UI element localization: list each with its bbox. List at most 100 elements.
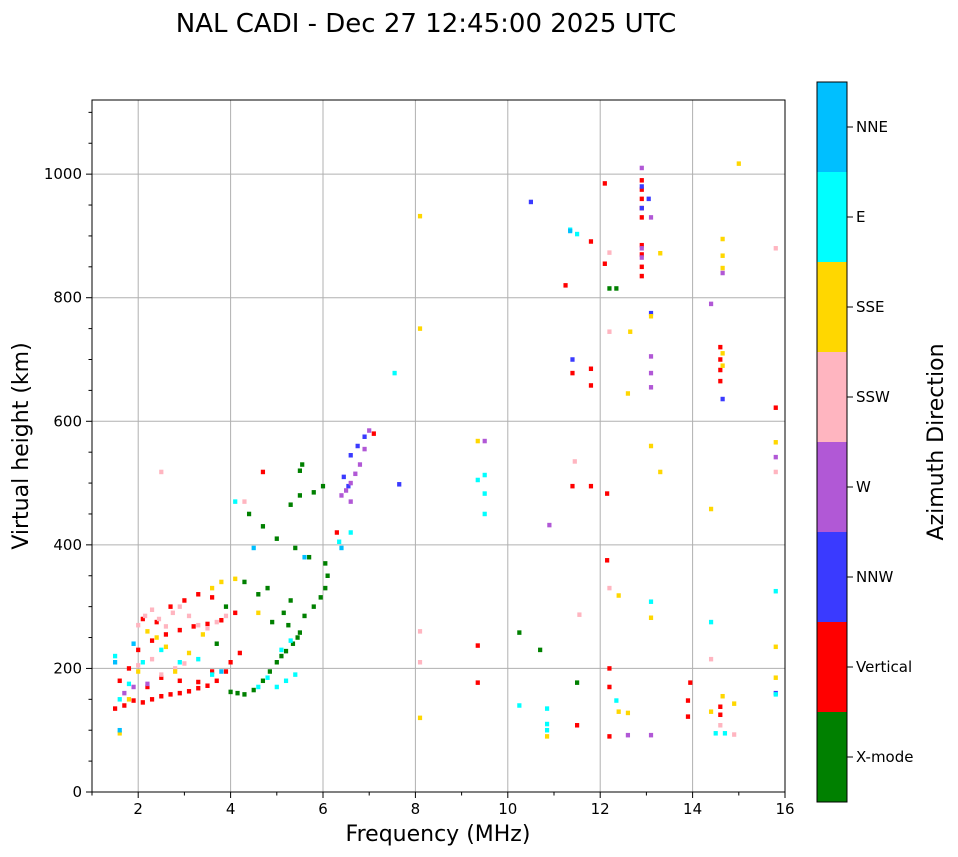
data-point	[639, 242, 644, 248]
data-point	[113, 653, 118, 659]
data-point	[607, 329, 612, 334]
colorbar-border	[816, 81, 848, 803]
data-point	[149, 697, 155, 702]
data-point	[720, 396, 725, 402]
data-point	[210, 672, 215, 677]
data-point	[186, 689, 192, 694]
data-point	[720, 363, 725, 368]
data-point	[371, 431, 376, 436]
data-point	[639, 252, 644, 257]
x-axis: 2 4 6 8 10 12 14 16	[91, 792, 795, 818]
data-point	[242, 579, 247, 585]
data-point	[482, 438, 487, 444]
data-point	[205, 683, 210, 688]
data-point	[265, 585, 270, 591]
data-point	[357, 462, 363, 467]
data-point	[718, 378, 723, 384]
data-point	[126, 681, 132, 687]
data-point	[648, 599, 654, 604]
data-point	[140, 660, 145, 665]
data-point	[163, 644, 169, 650]
colorbar-tick-label: X-mode	[856, 748, 913, 766]
data-point	[196, 685, 201, 691]
colorbar-segment	[817, 172, 847, 262]
data-point	[186, 613, 192, 619]
data-point	[646, 196, 651, 202]
x-tick-label: 14	[683, 800, 702, 818]
data-point	[720, 236, 725, 242]
data-point	[718, 367, 723, 373]
data-point	[708, 619, 714, 625]
data-point	[588, 366, 594, 372]
data-point	[720, 265, 725, 271]
data-point	[718, 357, 723, 362]
data-point	[475, 477, 480, 483]
data-point	[154, 635, 159, 640]
data-point	[131, 698, 136, 703]
data-point	[708, 301, 714, 307]
data-point	[267, 669, 272, 674]
colorbar-segment	[817, 352, 847, 442]
x-tick-label: 4	[226, 800, 236, 818]
data-point	[300, 462, 305, 467]
data-point	[281, 610, 286, 616]
data-point	[196, 592, 201, 597]
data-point	[223, 613, 229, 619]
data-point	[616, 593, 621, 598]
data-point	[334, 530, 339, 535]
data-point	[117, 697, 122, 702]
y-tick-label: 800	[53, 289, 82, 307]
data-point	[320, 483, 326, 489]
data-point	[605, 491, 610, 496]
data-point	[297, 630, 302, 635]
plot-border	[91, 99, 786, 793]
data-point	[362, 446, 367, 452]
data-point	[607, 666, 612, 671]
data-point	[117, 731, 122, 736]
data-point	[163, 624, 169, 629]
data-point	[159, 693, 164, 699]
data-point	[773, 440, 778, 445]
data-point	[251, 687, 256, 693]
data-point	[140, 700, 145, 705]
data-point	[570, 357, 575, 362]
data-point	[293, 545, 298, 551]
data-point	[718, 704, 723, 709]
data-point	[688, 680, 693, 685]
data-point	[182, 661, 187, 666]
data-point	[290, 641, 296, 646]
data-point	[544, 706, 550, 711]
data-point	[607, 684, 612, 690]
data-point	[323, 561, 328, 566]
data-point	[235, 690, 240, 696]
data-point	[288, 598, 293, 603]
data-point	[251, 545, 256, 551]
data-point	[517, 630, 522, 635]
data-point	[256, 592, 261, 597]
x-tick-label: 8	[411, 800, 421, 818]
data-point	[233, 576, 238, 582]
data-point	[720, 351, 725, 356]
data-point	[145, 684, 150, 690]
data-point	[708, 709, 714, 714]
data-point	[572, 459, 577, 464]
data-point	[602, 181, 607, 186]
data-point	[196, 679, 201, 685]
data-point	[639, 215, 644, 220]
data-point	[168, 604, 173, 609]
data-point	[355, 443, 360, 449]
data-point	[708, 656, 714, 662]
data-point	[658, 250, 663, 256]
data-point	[242, 692, 247, 697]
data-point	[614, 286, 619, 291]
data-point	[685, 698, 691, 703]
data-point	[219, 579, 224, 585]
data-point	[648, 310, 654, 316]
colorbar-segment	[817, 442, 847, 532]
data-point	[648, 215, 654, 220]
data-point	[339, 493, 344, 498]
data-point	[648, 354, 654, 359]
data-point	[113, 706, 118, 711]
x-tick-label: 10	[498, 800, 517, 818]
colorbar-tick-label: W	[856, 478, 871, 496]
